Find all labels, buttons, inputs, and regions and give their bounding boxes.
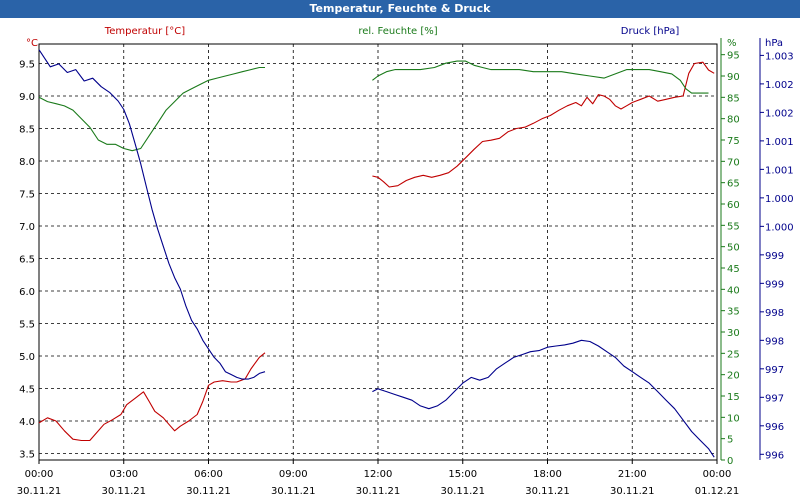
temperature-axis-title: Temperatur [°C] [104,26,185,37]
y-tick-label-humidity: 65 [727,179,740,190]
x-tick-label-date: 30.11.21 [186,486,231,497]
y-tick-label-temperature: 4.5 [19,385,35,396]
x-tick-label-date: 01.12.21 [695,486,740,497]
x-tick-label-date: 30.11.21 [271,486,316,497]
y-tick-label-temperature: 4.0 [19,417,35,428]
y-tick-label-humidity: 40 [727,285,740,296]
y-tick-label-pressure: 999 [765,251,784,262]
y-tick-label-temperature: 9.5 [19,60,35,71]
y-tick-label-temperature: 3.5 [19,450,35,461]
temperature-line [38,352,266,442]
x-tick-label-date: 30.11.21 [101,486,146,497]
y-tick-label-humidity: 95 [727,51,740,62]
pressure-axis-title: Druck [hPa] [621,26,680,37]
x-tick-label-time: 09:00 [279,469,308,480]
y-tick-label-humidity: 50 [727,243,740,254]
y-tick-label-humidity: 45 [727,264,740,275]
pressure-unit-label: hPa [765,38,783,49]
y-tick-label-temperature: 5.5 [19,320,35,331]
y-tick-label-pressure: 998 [765,336,784,347]
chart-title: Temperatur, Feuchte & Druck [309,2,491,15]
x-tick-label-time: 03:00 [109,469,138,480]
chart-area: 3.5 4.0 4.5 5.0 5.5 6.0 6.5 7.0 7.5 8.0 8.5 9.0 9.5 0… [17,26,794,497]
x-tick-label-date: 30.11.21 [440,486,485,497]
y-tick-label-humidity: 80 [727,115,740,126]
y-tick-label-temperature: 7.0 [19,222,35,233]
y-tick-label-humidity: 30 [727,328,740,339]
y-tick-label-pressure: 997 [765,393,784,404]
x-tick-label-time: 00:00 [25,469,54,480]
humidity-unit-label: % [727,38,737,49]
y-tick-label-pressure: 1.001 [765,165,794,176]
y-tick-label-pressure: 1.002 [765,80,794,91]
y-tick-label-temperature: 8.5 [19,125,35,136]
y-tick-label-humidity: 10 [727,413,740,424]
y-tick-label-humidity: 60 [727,200,740,211]
x-tick-label-date: 30.11.21 [356,486,401,497]
y-tick-label-humidity: 15 [727,392,740,403]
humidity-axis-title: rel. Feuchte [%] [358,26,437,37]
pressure-line [372,339,715,458]
y-tick-label-humidity: 55 [727,221,740,232]
y-tick-label-temperature: 6.0 [19,287,35,298]
y-tick-label-humidity: 25 [727,349,740,360]
x-tick-label-date: 30.11.21 [610,486,655,497]
y-tick-label-humidity: 70 [727,157,740,168]
x-tick-label-date: 30.11.21 [525,486,570,497]
humidity-line [38,66,265,152]
x-tick-label-time: 06:00 [194,469,223,480]
x-tick-label-date: 30.11.21 [17,486,62,497]
y-tick-label-pressure: 999 [765,279,784,290]
title-bar: Temperatur, Feuchte & Druck [0,0,800,18]
y-tick-label-humidity: 5 [727,435,733,446]
plot-frame [38,43,718,461]
y-tick-label-humidity: 0 [727,456,733,467]
y-tick-label-pressure: 997 [765,365,784,376]
y-tick-label-humidity: 75 [727,136,740,147]
x-tick-label-time: 12:00 [364,469,393,480]
y-tick-label-temperature: 5.0 [19,352,35,363]
y-tick-label-temperature: 7.5 [19,190,35,201]
y-tick-label-pressure: 1.003 [765,51,794,62]
temperature-line [372,61,715,188]
y-tick-label-temperature: 6.5 [19,255,35,266]
x-tick-label-time: 21:00 [618,469,647,480]
pressure-line [38,49,266,380]
y-tick-label-pressure: 1.000 [765,194,794,205]
y-tick-label-pressure: 996 [765,450,784,461]
x-tick-label-time: 15:00 [448,469,477,480]
y-tick-label-temperature: 8.0 [19,157,35,168]
y-tick-label-humidity: 85 [727,93,740,104]
y-tick-label-humidity: 20 [727,371,740,382]
y-tick-label-temperature: 9.0 [19,92,35,103]
x-tick-label-time: 00:00 [703,469,732,480]
y-tick-label-humidity: 90 [727,72,740,83]
y-tick-label-pressure: 1.002 [765,108,794,119]
y-tick-label-humidity: 35 [727,307,740,318]
y-tick-label-pressure: 996 [765,422,784,433]
x-tick-label-time: 18:00 [533,469,562,480]
y-tick-label-pressure: 998 [765,308,784,319]
temperature-unit-label: °C [26,38,38,49]
humidity-line [372,60,709,94]
y-tick-label-pressure: 1.001 [765,137,794,148]
y-tick-label-pressure: 1.000 [765,222,794,233]
